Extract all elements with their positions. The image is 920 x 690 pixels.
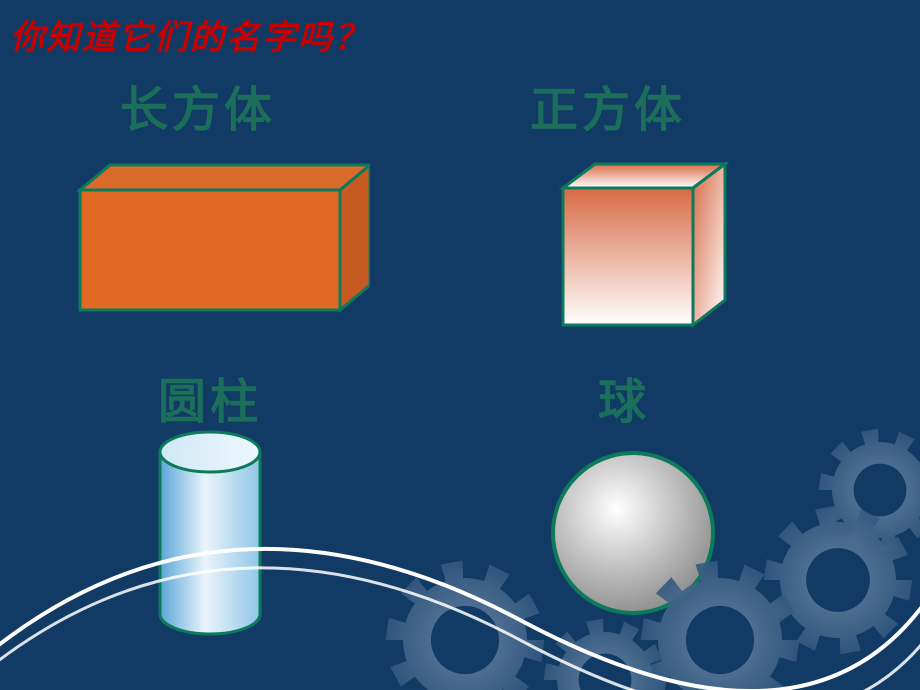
shape-cube: [555, 160, 735, 335]
cylinder-top: [160, 432, 260, 472]
label-cylinder: 圆柱: [158, 362, 262, 432]
label-sphere: 球: [598, 362, 650, 432]
cuboid-side: [340, 165, 370, 310]
shape-sphere: [548, 448, 718, 618]
shape-cylinder: [150, 428, 270, 638]
swoosh-line-upper: [0, 549, 920, 690]
cube-front: [563, 188, 693, 325]
swoosh-line-lower: [0, 568, 920, 690]
cube-side: [693, 164, 725, 325]
page-title: 你知道它们的名字吗？: [10, 10, 370, 59]
cuboid-front: [80, 190, 340, 310]
cuboid-top: [80, 165, 370, 190]
cylinder-body: [160, 452, 260, 634]
label-cube: 正方体: [530, 70, 686, 140]
label-cuboid: 长方体: [120, 70, 276, 140]
decor-swoosh: [0, 490, 920, 690]
sphere-body: [553, 453, 713, 613]
shape-cuboid: [70, 160, 370, 320]
